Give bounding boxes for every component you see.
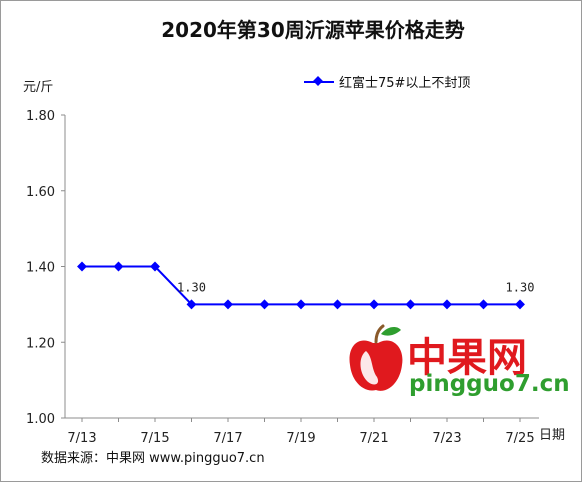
data-point	[77, 261, 87, 272]
data-point	[259, 299, 270, 310]
data-point	[478, 299, 489, 310]
data-point	[369, 299, 379, 310]
series-line	[82, 265, 520, 306]
x-axis-label: 日期	[539, 428, 565, 443]
y-tick-label: 1.00	[26, 412, 55, 427]
series-0	[77, 261, 525, 310]
data-point	[113, 261, 124, 272]
x-tick-label: 7/19	[286, 431, 315, 446]
data-point	[296, 299, 306, 310]
y-tick-label: 1.20	[26, 336, 55, 351]
data-point	[150, 261, 160, 272]
y-axis-label: 元/斤	[23, 80, 53, 95]
x-tick-label: 7/15	[140, 431, 169, 446]
y-tick-label: 1.80	[26, 109, 55, 124]
apple-logo-icon	[349, 324, 403, 391]
watermark-text: 中果网	[407, 335, 527, 381]
data-point	[186, 299, 197, 310]
data-labels: 1.30 1.30	[177, 280, 534, 294]
legend-label: 红富士75#以上不封顶	[339, 75, 470, 91]
x-tick-label: 7/25	[505, 431, 534, 446]
data-point	[515, 299, 525, 310]
data-point	[442, 299, 452, 310]
data-point	[223, 299, 233, 310]
watermark: 中果网 pingguo7.cn	[349, 324, 570, 397]
chart-title: 2020年第30周沂源苹果价格走势	[161, 18, 465, 42]
source-note: 数据来源：中果网 www.pingguo7.cn	[41, 451, 265, 466]
x-tick-label: 7/13	[67, 431, 96, 446]
y-tick-label: 1.60	[26, 185, 55, 200]
data-label: 1.30	[177, 280, 206, 294]
x-ticks: 7/13 7/15 7/17 7/19 7/21 7/23 7/25	[67, 418, 535, 446]
y-tick-label: 1.40	[26, 261, 55, 276]
x-tick-label: 7/23	[432, 431, 461, 446]
x-tick-label: 7/21	[359, 431, 388, 446]
watermark-url: pingguo7.cn	[409, 371, 570, 397]
data-point	[332, 299, 343, 310]
data-label: 1.30	[506, 280, 535, 294]
data-point	[405, 299, 416, 310]
legend-marker	[313, 76, 323, 86]
legend: 红富士75#以上不封顶	[304, 75, 470, 91]
x-tick-label: 7/17	[213, 431, 242, 446]
y-ticks: 1.00 1.20 1.40 1.60 1.80	[26, 109, 65, 427]
